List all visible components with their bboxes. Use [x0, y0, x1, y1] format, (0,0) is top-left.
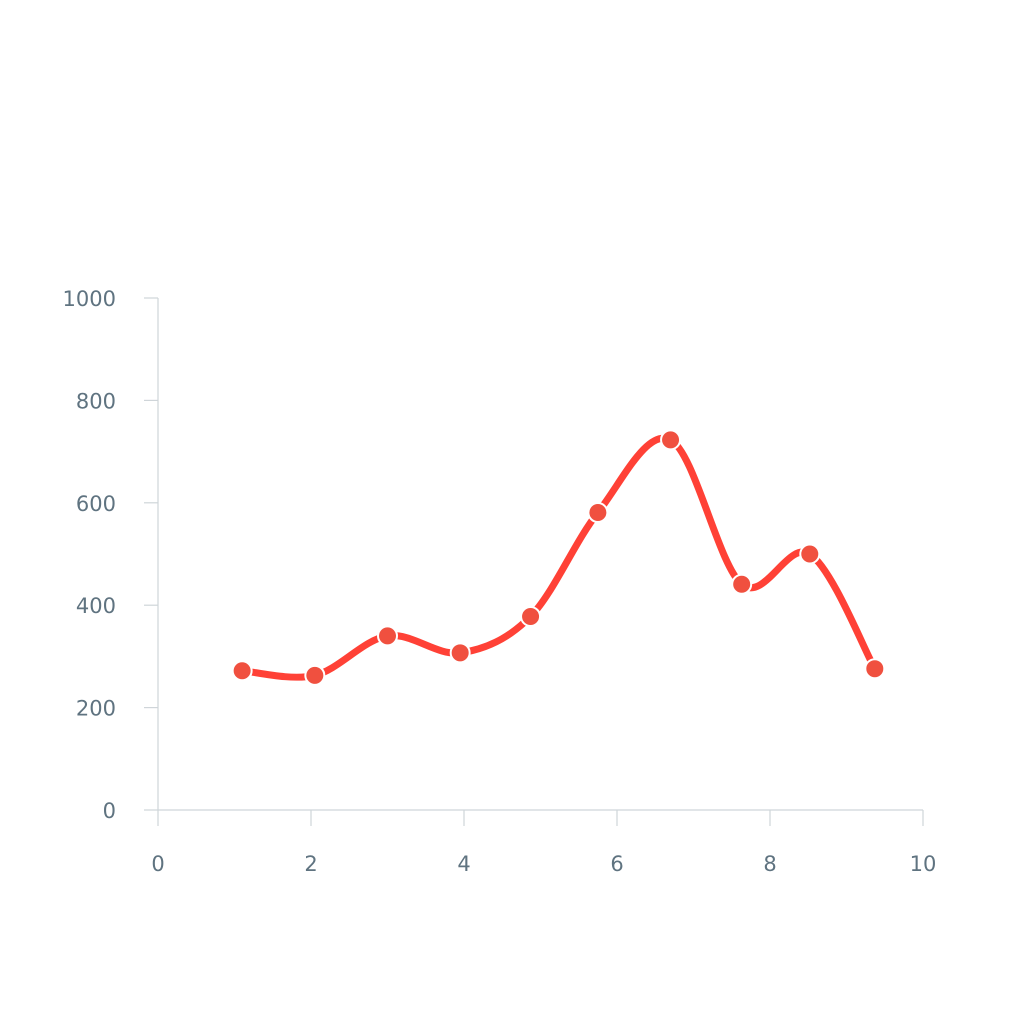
x-tick-label: 2	[304, 852, 317, 876]
x-tick-label: 0	[151, 852, 164, 876]
x-tick-label: 8	[763, 852, 776, 876]
y-tick-label: 400	[76, 594, 116, 618]
axes	[157, 298, 923, 811]
y-tick-label: 1000	[63, 287, 116, 311]
series-layer	[231, 429, 886, 686]
y-tick-label: 200	[76, 697, 116, 721]
x-tick-label: 6	[610, 852, 623, 876]
y-tick-label: 800	[76, 389, 116, 413]
data-point	[231, 660, 253, 682]
data-point	[377, 625, 398, 647]
data-point	[864, 658, 886, 680]
y-tick-label: 600	[76, 492, 116, 516]
x-axis-ticks: 0 2 4 6 8 10	[151, 810, 936, 876]
data-point	[449, 642, 471, 664]
data-point	[304, 664, 326, 686]
data-point	[799, 543, 821, 565]
x-tick-label: 4	[457, 852, 470, 876]
x-tick-label: 10	[910, 852, 937, 876]
y-tick-label: 0	[103, 799, 116, 823]
y-axis-ticks: 0 200 400 600 800 1000	[63, 287, 158, 823]
series-line	[238, 434, 879, 681]
data-point	[660, 429, 682, 451]
data-point	[731, 573, 753, 595]
data-point	[587, 502, 609, 524]
data-point	[520, 605, 542, 627]
